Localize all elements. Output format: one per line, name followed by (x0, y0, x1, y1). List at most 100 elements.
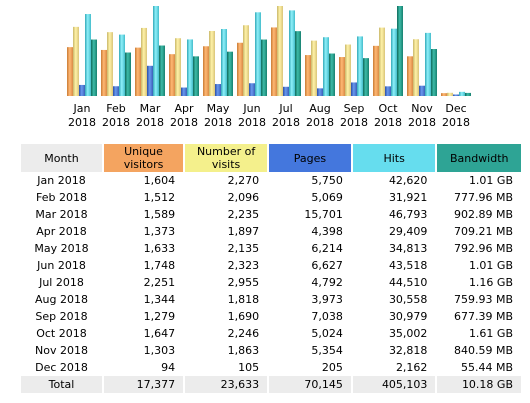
month-cell: Jan 2018 (37, 174, 86, 187)
table-row: Dec 2018 94 105 205 2,162 55.44 MB (21, 359, 521, 376)
table-row: Jan 2018 1,604 2,270 5,750 42,620 1.01 GB (21, 172, 521, 189)
visits-cell: 1,818 (227, 293, 260, 306)
bar-pages-3 (147, 65, 153, 96)
visits-cell: 2,135 (227, 242, 260, 255)
monthly-stats-table: Month Unique visitors Number of visits Pag… (19, 144, 523, 393)
hits-cell: 46,793 (388, 208, 428, 221)
bar-bandwidth-11 (431, 49, 437, 96)
bar-unique-10 (373, 45, 379, 96)
x-tick-month: Mar (140, 102, 161, 115)
bar-pages-11 (419, 85, 425, 96)
bar-hits-11 (425, 32, 431, 96)
bar-visits-2 (107, 32, 113, 96)
unique-cell: 1,604 (143, 174, 176, 187)
bar-unique-8 (305, 55, 311, 96)
bar-unique-12 (441, 93, 447, 96)
bar-pages-5 (215, 84, 221, 96)
bar-visits-4 (175, 38, 181, 96)
bar-bandwidth-10 (397, 6, 403, 96)
bar-unique-4 (169, 54, 175, 96)
month-cell: Nov 2018 (35, 344, 88, 357)
month-cell: Jul 2018 (39, 276, 84, 289)
bandwidth-cell: 1.61 GB (468, 327, 513, 340)
bandwidth-column-header: Bandwidth (437, 144, 521, 172)
table-row: Sep 2018 1,279 1,690 7,038 30,979 677.39 MB (21, 308, 521, 325)
pages-cell: 5,750 (311, 174, 343, 187)
month-cell: Aug 2018 (34, 293, 88, 306)
pages-cell: 205 (321, 361, 343, 374)
visits-cell: 1,897 (227, 225, 260, 238)
x-tick-year: 2018 (340, 116, 368, 129)
bandwidth-cell: 1.16 GB (468, 276, 513, 289)
bar-hits-4 (187, 39, 193, 96)
month-cell: Mar 2018 (35, 208, 88, 221)
pages-cell: 4,398 (311, 225, 343, 238)
pages-cell: 3,973 (311, 293, 343, 306)
unique-cell: 1,589 (143, 208, 176, 221)
x-tick-month: Jan (73, 102, 91, 115)
bar-hits-3 (153, 6, 159, 96)
bandwidth-cell: 777.96 MB (453, 191, 513, 204)
bandwidth-cell: 1.01 GB (468, 259, 513, 272)
x-tick-year: 2018 (374, 116, 402, 129)
visits-cell: 2,955 (227, 276, 260, 289)
bar-visits-3 (141, 27, 147, 97)
monthly-history-chart: Jan2018Feb2018Mar2018Apr2018May2018Jun20… (67, 6, 471, 129)
bar-bandwidth-1 (91, 39, 97, 96)
bar-unique-1 (67, 47, 73, 96)
month-cell: Sep 2018 (35, 310, 88, 323)
month-column-header: Month (21, 144, 102, 172)
bar-pages-9 (351, 82, 357, 96)
bar-bandwidth-8 (329, 53, 335, 96)
hits-column-header: Hits (352, 144, 436, 172)
table-row: Aug 2018 1,344 1,818 3,973 30,558 759.93 MB (21, 291, 521, 308)
bandwidth-cell: 55.44 MB (460, 361, 513, 374)
visits-cell: 1,863 (227, 344, 260, 357)
visits-cell: 2,246 (227, 327, 260, 340)
unique-cell: 1,748 (143, 259, 176, 272)
x-tick-year: 2018 (204, 116, 232, 129)
bar-visits-11 (413, 39, 419, 96)
unique-cell: 1,633 (143, 242, 176, 255)
bar-unique-2 (101, 49, 107, 96)
table-row: Apr 2018 1,373 1,897 4,398 29,409 709.21 MB (21, 223, 521, 240)
hits-cell: 44,510 (388, 276, 428, 289)
table-row: Nov 2018 1,303 1,863 5,354 32,818 840.59 MB (21, 342, 521, 359)
bar-bandwidth-9 (363, 58, 369, 96)
x-tick-year: 2018 (238, 116, 266, 129)
bar-visits-12 (447, 92, 453, 96)
visits-cell: 2,235 (227, 208, 260, 221)
table-row: Jun 2018 1,748 2,323 6,627 43,518 1.01 GB (21, 257, 521, 274)
bar-pages-7 (283, 86, 289, 96)
bar-unique-11 (407, 56, 413, 96)
bar-pages-2 (113, 86, 119, 96)
month-cell: Feb 2018 (36, 191, 87, 204)
x-tick-month: Aug (309, 102, 330, 115)
x-tick-month: Nov (411, 102, 433, 115)
bar-pages-1 (79, 84, 85, 96)
month-cell: Oct 2018 (36, 327, 87, 340)
hits-cell: 31,921 (388, 191, 428, 204)
pages-cell: 15,701 (304, 208, 343, 221)
month-cell: Apr 2018 (36, 225, 87, 238)
bar-hits-10 (391, 28, 397, 97)
hits-cell: 34,813 (388, 242, 428, 255)
x-tick-month: May (207, 102, 230, 115)
hits-cell: 30,979 (388, 310, 428, 323)
x-tick-month: Sep (344, 102, 365, 115)
total-label-cell: Total (21, 376, 102, 393)
bar-bandwidth-3 (159, 45, 165, 96)
bar-visits-1 (73, 26, 79, 96)
bandwidth-total-cell: 10.18 GB (437, 376, 521, 393)
unique-visitors-column-header: Unique visitors (103, 144, 184, 172)
unique-cell: 1,373 (143, 225, 176, 238)
hits-cell: 43,518 (388, 259, 428, 272)
bar-hits-5 (221, 29, 227, 96)
bar-unique-7 (271, 27, 277, 97)
bandwidth-cell: 840.59 MB (453, 344, 513, 357)
bar-hits-1 (85, 14, 91, 97)
bar-pages-4 (181, 87, 187, 96)
bar-visits-8 (311, 40, 317, 96)
bar-hits-2 (119, 34, 125, 96)
table-header-row: Month Unique visitors Number of visits Pag… (21, 144, 521, 172)
